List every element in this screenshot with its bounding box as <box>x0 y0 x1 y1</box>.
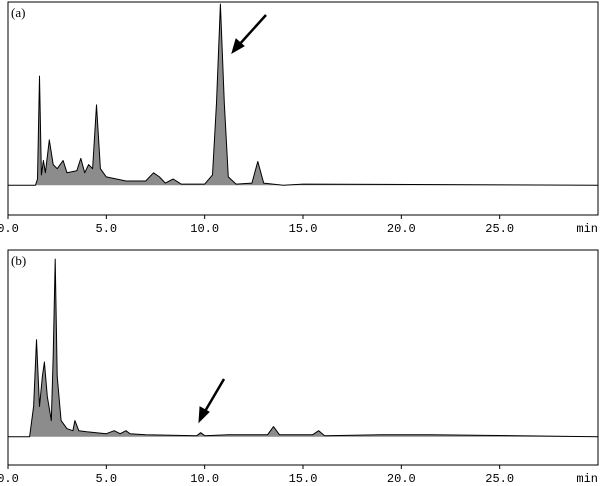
x-tick-label: 0.0 <box>0 472 19 486</box>
x-tick-label: 15.0 <box>289 222 318 236</box>
x-tick-label: 25.0 <box>485 472 514 486</box>
x-tick-label: 0.0 <box>0 222 19 236</box>
x-axis-label: min <box>576 222 598 236</box>
x-axis-label: min <box>576 472 598 486</box>
x-tick-label: 20.0 <box>387 222 416 236</box>
plot-frame <box>7 1 599 216</box>
chromatogram-trace <box>8 3 599 186</box>
arrow-a <box>237 14 267 47</box>
x-tick-label: 10.0 <box>190 472 219 486</box>
x-tick-label: 10.0 <box>190 222 219 236</box>
x-tick-label: 25.0 <box>485 222 514 236</box>
chromatogram-trace <box>8 258 599 438</box>
x-tick-label: 5.0 <box>96 472 118 486</box>
panel-label: (a) <box>11 5 25 20</box>
arrow-head-b <box>198 406 210 424</box>
x-tick-label: 15.0 <box>289 472 318 486</box>
arrow-b <box>202 378 226 414</box>
plot-frame <box>7 249 599 466</box>
panel-label: (b) <box>11 253 26 268</box>
x-tick-label: 5.0 <box>96 222 118 236</box>
arrow <box>198 14 267 424</box>
arrow-head-a <box>231 38 245 55</box>
x-tick-label: 20.0 <box>387 472 416 486</box>
